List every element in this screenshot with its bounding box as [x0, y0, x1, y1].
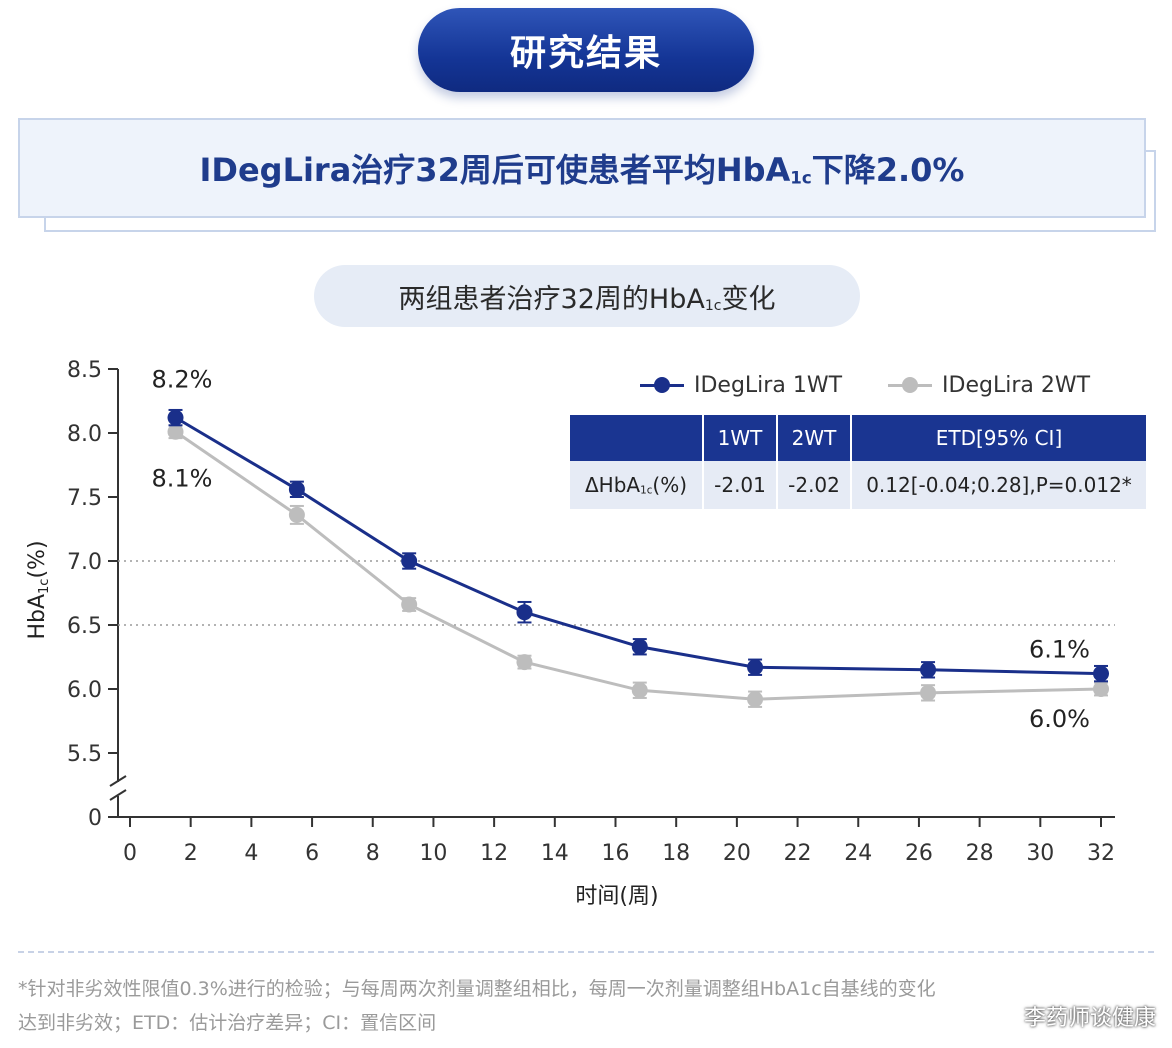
stats-header-etd: ETD[95% CI]	[851, 415, 1146, 461]
stats-header-1wt: 1WT	[703, 415, 778, 461]
data-label: 6.0%	[1029, 705, 1090, 733]
data-point	[920, 661, 937, 678]
x-tick-label: 18	[662, 841, 690, 866]
watermark-text: 李药师谈健康	[1023, 1006, 1156, 1031]
legend-item-1wt: IDegLira 1WT	[640, 373, 842, 398]
x-tick-label: 20	[723, 841, 751, 866]
legend-item-2wt: IDegLira 2WT	[888, 373, 1090, 398]
x-tick-label: 24	[844, 841, 872, 866]
data-point	[920, 684, 937, 701]
data-label: 6.1%	[1029, 636, 1090, 664]
section-banner: 研究结果	[418, 8, 754, 92]
data-label: 8.2%	[152, 366, 213, 394]
x-tick-label: 12	[480, 841, 508, 866]
x-tick-label: 14	[541, 841, 569, 866]
chart-axes: 05.56.06.57.07.58.08.50 2 4 6 8 10 12 14 16 18 20 2…	[67, 358, 1115, 866]
stats-header-2wt: 2WT	[777, 415, 852, 461]
y-tick-label: 7.0	[67, 550, 102, 575]
stats-value-etd: 0.12[-0.04;0.28],P=0.012*	[851, 461, 1146, 509]
x-tick-label: 22	[784, 841, 812, 866]
data-point	[167, 409, 184, 426]
x-tick-label: 4	[244, 841, 258, 866]
data-point	[747, 659, 764, 676]
x-axis-title: 时间(周)	[575, 884, 658, 909]
x-tick-label: 8	[366, 841, 380, 866]
y-tick-label: 8.5	[67, 358, 102, 383]
x-tick-label: 10	[419, 841, 447, 866]
footnote: *针对非劣效性限值0.3%进行的检验；与每周两次剂量调整组相比，每周一次剂量调整…	[18, 972, 1158, 1040]
stats-header-blank	[570, 415, 704, 461]
chart-legend: IDegLira 1WT IDegLira 2WT	[640, 368, 1136, 402]
data-point	[747, 691, 764, 708]
x-tick-label: 2	[184, 841, 198, 866]
data-point	[401, 553, 418, 569]
headline-box: IDegLira治疗32周后可使患者平均HbA1c下降2.0%	[18, 118, 1146, 218]
x-tick-label: 0	[123, 841, 137, 866]
y-tick-label: 5.5	[67, 742, 102, 767]
x-tick-label: 26	[905, 841, 933, 866]
y-tick-label: 7.5	[67, 486, 102, 511]
stats-value-2wt: -2.02	[777, 461, 852, 509]
data-point	[167, 423, 184, 440]
data-point	[516, 654, 533, 671]
x-tick-label: 32	[1087, 841, 1115, 866]
data-point	[631, 638, 648, 655]
y-tick-label: 8.0	[67, 422, 102, 447]
chart-labels: 8.2% 8.1% 6.1% 6.0%	[152, 366, 1090, 733]
y-axis-break-mark	[109, 789, 127, 801]
stats-table: 1WT 2WT ETD[95% CI] ΔHbA1c(%) -2.01 -2.0…	[570, 415, 1146, 509]
legend-label-2wt: IDegLira 2WT	[942, 372, 1091, 398]
y-axis-title: HbA1c(%)	[25, 540, 52, 639]
section-banner-title: 研究结果	[509, 33, 662, 74]
stats-table-header: 1WT 2WT ETD[95% CI]	[570, 415, 1146, 461]
data-point	[1093, 681, 1109, 697]
data-point	[631, 682, 648, 699]
x-tick-label: 28	[966, 841, 994, 866]
legend-label-1wt: IDegLira 1WT	[694, 372, 843, 398]
chart-subtitle-text: 两组患者治疗32周的HbA1c变化	[398, 283, 776, 315]
series-line-0	[174, 416, 1102, 676]
data-point	[288, 481, 305, 498]
x-tick-label: 30	[1026, 841, 1054, 866]
data-point	[516, 604, 533, 621]
y-tick-label: 0	[88, 806, 102, 831]
y-tick-label: 6.0	[67, 678, 102, 703]
stats-row-label: ΔHbA1c(%)	[570, 461, 704, 509]
y-tick-label: 6.5	[67, 614, 102, 639]
legend-marker-2wt	[888, 377, 933, 393]
series-line-1	[174, 430, 1102, 701]
data-point	[1093, 665, 1109, 682]
footnote-line-1: *针对非劣效性限值0.3%进行的检验；与每周两次剂量调整组相比，每周一次剂量调整…	[18, 978, 936, 1000]
stats-value-1wt: -2.01	[703, 461, 778, 509]
headline-text: IDegLira治疗32周后可使患者平均HbA1c下降2.0%	[199, 151, 965, 189]
x-tick-label: 6	[305, 841, 319, 866]
legend-marker-1wt	[640, 377, 684, 393]
data-label: 8.1%	[152, 465, 213, 493]
chart-grid	[118, 560, 1115, 626]
stats-table-row: ΔHbA1c(%) -2.01 -2.02 0.12[-0.04;0.28],P…	[570, 461, 1146, 509]
chart-series	[167, 408, 1109, 708]
footnote-line-2: 达到非劣效；ETD：估计治疗差异；CI：置信区间	[18, 1012, 437, 1034]
data-point	[288, 506, 305, 523]
x-tick-label: 16	[602, 841, 630, 866]
y-axis-break-mark	[109, 775, 127, 787]
chart-subtitle: 两组患者治疗32周的HbA1c变化	[314, 265, 860, 327]
data-point	[401, 596, 418, 613]
footnote-divider	[18, 951, 1154, 953]
